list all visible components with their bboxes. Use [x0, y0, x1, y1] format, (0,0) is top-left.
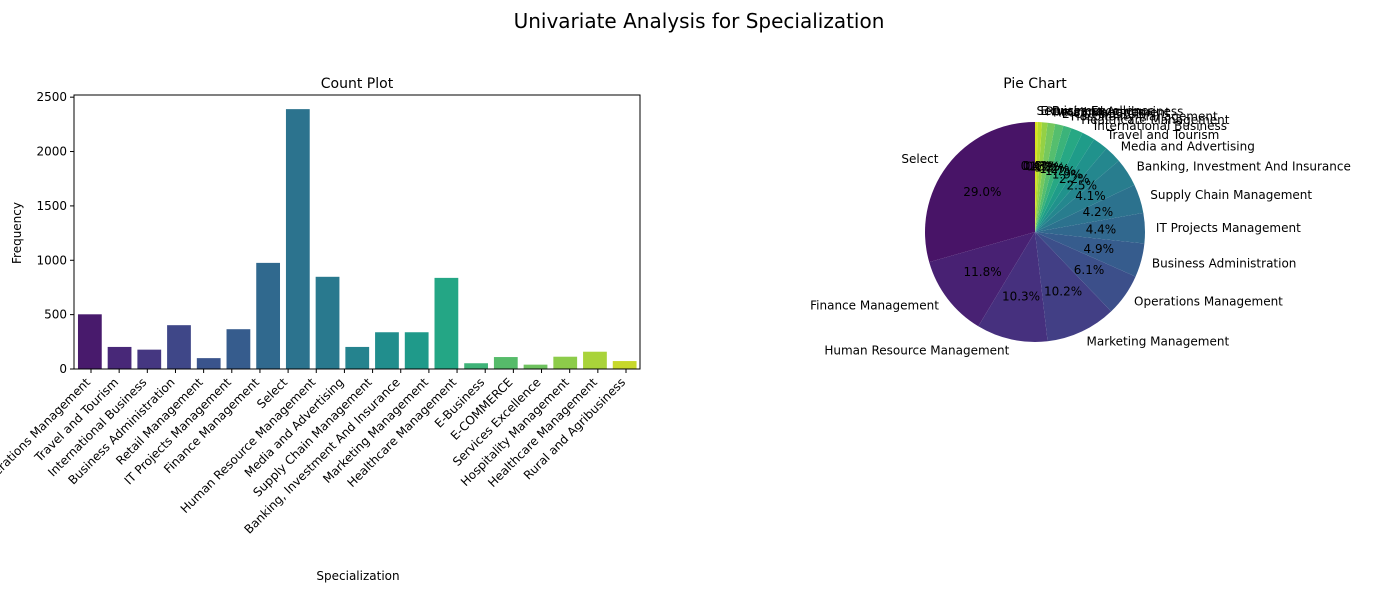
- y-tick-label: 2500: [36, 90, 67, 104]
- pie-pct-business-administration: 4.9%: [1084, 242, 1115, 256]
- pie-label-e-business: E-Business: [1040, 104, 1104, 118]
- pie-slice-percentages: 29.0% 11.8%10.3% 10.2% 6.1% 4.9% 4.4% 4.2% 4.1%…: [963, 159, 1116, 303]
- bar-hospitality-management: [583, 351, 607, 369]
- bar-e-business: [493, 357, 518, 369]
- pie-pct-services-excellence: 0.4%: [1021, 159, 1052, 173]
- pie-pct-finance-management: 11.8%: [964, 265, 1002, 279]
- pie-label-e-commerce: E-COMMERCE: [1062, 107, 1144, 121]
- pie-pct-banking-investment-and-insurance: 4.1%: [1075, 189, 1106, 203]
- bar-services-excellence: [553, 356, 578, 369]
- bar-human-resource-management: [315, 276, 340, 369]
- pie-label-it-projects-management: IT Projects Management: [1156, 221, 1301, 235]
- bar-retail-management: [196, 358, 221, 369]
- pie-slices: [925, 122, 1146, 343]
- pie-pct-international-business: 1.9%: [1052, 167, 1083, 181]
- pie-pct-it-projects-management: 4.4%: [1086, 223, 1117, 237]
- y-tick-label: 1000: [36, 253, 67, 267]
- pie-slice-business-administration: [1035, 232, 1145, 277]
- pie-pct-hospitality-management: 1.2%: [1039, 162, 1070, 176]
- bar-healthcare-management: [464, 363, 488, 369]
- pie-pct-media-and-advertising: 2.5%: [1066, 178, 1097, 192]
- pie-pct-select: 29.0%: [963, 185, 1001, 199]
- y-tick-label: 2000: [36, 145, 67, 159]
- bar-business-administration: [167, 325, 191, 369]
- pie-label-healthcare-management: Healthcare Management: [1081, 113, 1230, 127]
- pie-label-supply-chain-management: Supply Chain Management: [1150, 188, 1312, 202]
- y-tick-label: 500: [44, 308, 67, 322]
- bar-e-commerce: [523, 364, 548, 369]
- pie-chart-title: Pie Chart: [1003, 76, 1067, 92]
- pie-label-services-excellence: Services Excellence: [1037, 104, 1156, 118]
- bar-rural-and-agribusiness: [612, 361, 637, 369]
- y-axis-ticks: 0 500 1000 1500 2000 2500: [36, 90, 74, 376]
- pie-slice-human-resource-management: [978, 232, 1048, 343]
- pie-slice-marketing-management: [1035, 232, 1112, 342]
- bar-operations-management: [77, 314, 102, 369]
- pie-label-rural-and-agribusiness: Rural and Agribusiness: [1046, 104, 1184, 118]
- pie-pct-operations-management: 6.1%: [1074, 263, 1105, 277]
- pie-label-business-administration: Business Administration: [1152, 256, 1297, 270]
- count-plot-ylabel: Frequency: [10, 202, 24, 264]
- bar-supply-chain-management: [375, 332, 399, 369]
- pie-slice-retail-management: [1035, 122, 1056, 232]
- pie-label-marketing-management: Marketing Management: [1087, 334, 1230, 348]
- pie-pct-retail-management: 1.1%: [1030, 160, 1061, 174]
- pie-slice-it-projects-management: [1035, 212, 1146, 244]
- pie-label-select: Select: [901, 152, 938, 166]
- pie-slice-hospitality-management: [1035, 125, 1072, 232]
- pie-label-international-business: International Business: [1094, 119, 1227, 133]
- y-tick-label: 1500: [36, 199, 67, 213]
- pie-slice-rural-and-agribusiness: [1035, 122, 1048, 232]
- pie-label-banking-investment-and-insurance: Banking, Investment And Insurance: [1137, 159, 1351, 173]
- pie-slice-select: [925, 122, 1035, 263]
- pie-pct-rural-and-agribusiness: 0.8%: [1026, 159, 1057, 173]
- pie-label-media-and-advertising: Media and Advertising: [1121, 140, 1255, 154]
- y-tick-label: 0: [59, 362, 67, 376]
- bar-it-projects-management: [226, 329, 251, 369]
- bar-marketing-management: [434, 277, 459, 369]
- bar-media-and-advertising: [345, 346, 370, 369]
- pie-label-operations-management: Operations Management: [1134, 294, 1283, 308]
- pie-pct-supply-chain-management: 4.2%: [1083, 205, 1114, 219]
- bar-international-business: [137, 349, 162, 369]
- pie-pct-e-commerce: 1.2%: [1034, 161, 1065, 175]
- pie-slice-operations-management: [1035, 232, 1136, 312]
- pie-slice-travel-and-tourism: [1035, 139, 1107, 232]
- pie-pct-e-business: 0.6%: [1023, 159, 1054, 173]
- pie-slice-labels: Select Finance Management Human Resource M…: [810, 104, 1351, 357]
- count-plot-title: Count Plot: [321, 76, 394, 92]
- pie-pct-marketing-management: 10.2%: [1044, 285, 1082, 299]
- count-plot: Count Plot Specialization Frequency 0 500…: [0, 76, 641, 583]
- pie-label-finance-management: Finance Management: [810, 299, 939, 313]
- pie-slice-international-business: [1035, 132, 1095, 232]
- pie-label-retail-management: Retail Management: [1053, 105, 1170, 119]
- bars: [77, 109, 637, 369]
- pie-slice-healthcare-management: [1035, 128, 1083, 232]
- bar-select: [285, 109, 310, 369]
- pie-pct-healthcare-management: 1.7%: [1045, 164, 1076, 178]
- pie-slice-e-commerce: [1035, 123, 1064, 232]
- bar-banking-investment-and-insurance: [404, 332, 429, 369]
- figure-title: Univariate Analysis for Specialization: [514, 9, 885, 33]
- pie-label-hospitality-management: Hospitality Management: [1071, 109, 1218, 123]
- pie-slice-e-business: [1035, 122, 1042, 232]
- bar-travel-and-tourism: [107, 346, 132, 369]
- pie-slice-supply-chain-management: [1035, 184, 1144, 232]
- pie-pct-travel-and-tourism: 2.2%: [1059, 172, 1090, 186]
- pie-slice-media-and-advertising: [1035, 148, 1119, 232]
- pie-slice-finance-management: [929, 232, 1035, 327]
- count-plot-frame: [73, 94, 641, 370]
- pie-slice-services-excellence: [1035, 122, 1038, 232]
- bar-finance-management: [256, 262, 281, 369]
- count-plot-xlabel: Specialization: [316, 569, 399, 583]
- pie-chart: Pie Chart Select Finance Management Human …: [810, 76, 1351, 357]
- pie-pct-human-resource-management: 10.3%: [1002, 290, 1040, 304]
- pie-label-travel-and-tourism: Travel and Tourism: [1106, 128, 1219, 142]
- pie-label-human-resource-management: Human Resource Management: [824, 343, 1009, 357]
- pie-slice-banking-investment-and-insurance: [1035, 160, 1135, 232]
